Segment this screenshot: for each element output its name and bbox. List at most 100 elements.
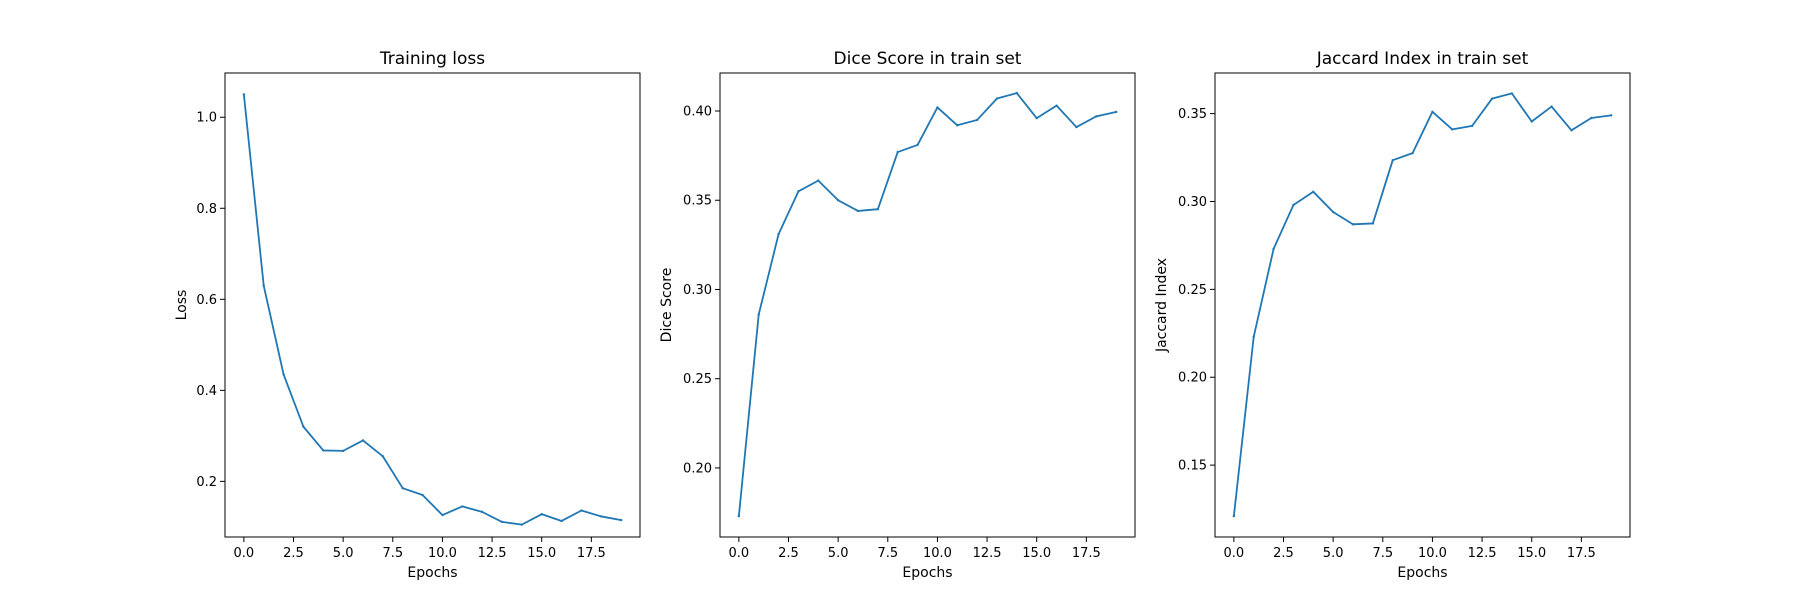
data-point: [1470, 124, 1474, 128]
x-tick-label: 15.0: [1022, 546, 1051, 561]
data-point: [1055, 104, 1058, 107]
y-axis-ticks: 0.20 0.25 0.30 0.35 0.40: [683, 105, 720, 476]
y-tick-label: 0.30: [1178, 195, 1207, 210]
y-tick-label: 0.8: [196, 202, 217, 217]
x-tick-label: 12.5: [478, 546, 507, 561]
y-tick-label: 0.35: [683, 194, 712, 209]
plot-area: [737, 91, 1118, 518]
data-point: [381, 455, 385, 458]
data-point: [500, 520, 504, 524]
data-point: [876, 207, 880, 211]
y-tick-label: 1.0: [196, 111, 217, 126]
data-point: [619, 518, 623, 522]
data-point: [1114, 110, 1118, 114]
chart-title: Jaccard Index in train set: [1316, 49, 1529, 69]
data-point: [461, 505, 464, 508]
data-point: [322, 449, 325, 452]
x-axis-label: Epochs: [1397, 565, 1447, 581]
x-tick-label: 17.5: [577, 546, 606, 561]
series-line: [737, 92, 1118, 518]
x-axis-ticks: 0.0 2.5 5.0 7.5 10.0 12.5 15.0 17.5: [1224, 537, 1596, 561]
data-point: [1292, 203, 1295, 207]
axes-frame: [719, 72, 1136, 538]
data-point: [1609, 114, 1613, 117]
data-point: [777, 232, 780, 236]
data-point: [302, 425, 305, 428]
data-point: [1035, 116, 1038, 120]
x-tick-label: 17.5: [1072, 546, 1101, 561]
data-point: [421, 493, 424, 497]
y-tick-label: 0.40: [683, 105, 712, 120]
x-tick-label: 0.0: [729, 546, 750, 561]
data-point: [600, 515, 603, 518]
data-point: [1510, 92, 1514, 95]
data-point: [737, 514, 741, 518]
data-point: [1411, 151, 1414, 155]
x-tick-label: 10.0: [923, 546, 952, 561]
data-point: [341, 449, 345, 453]
axes-frame: [1214, 72, 1631, 538]
data-point: [361, 439, 365, 442]
chart-panel-jaccard-index: Jaccard Index in train set 0.0 2.5 5.0 7.5 1…: [1154, 49, 1631, 581]
data-point: [916, 143, 919, 147]
data-point: [1252, 335, 1255, 339]
x-axis-ticks: 0.0 2.5 5.0 7.5 10.0 12.5 15.0 17.5: [729, 537, 1101, 561]
data-point: [1075, 125, 1078, 129]
plot-area: [242, 93, 623, 526]
data-point: [560, 519, 563, 523]
data-point: [975, 118, 979, 122]
data-point: [896, 150, 899, 154]
y-axis-label: Jaccard Index: [1154, 258, 1170, 353]
x-axis-ticks: 0.0 2.5 5.0 7.5 10.0 12.5 15.0 17.5: [234, 537, 606, 561]
series-line: [242, 93, 623, 526]
data-point: [1331, 210, 1335, 214]
data-point: [836, 199, 840, 202]
y-tick-label: 0.35: [1178, 107, 1207, 122]
y-tick-label: 0.6: [196, 293, 217, 308]
data-point: [1530, 120, 1533, 123]
data-point: [817, 179, 820, 182]
data-point: [242, 93, 246, 96]
data-point: [1312, 190, 1315, 194]
plot-area: [1232, 92, 1613, 518]
data-point: [797, 190, 800, 193]
chart-title: Dice Score in train set: [834, 49, 1022, 69]
x-tick-label: 15.0: [527, 546, 556, 561]
y-tick-label: 0.15: [1178, 459, 1207, 474]
x-tick-label: 10.0: [1418, 546, 1447, 561]
data-point: [1371, 222, 1375, 225]
data-point: [441, 513, 444, 517]
data-point: [580, 509, 583, 512]
data-point: [956, 124, 959, 127]
data-point: [262, 284, 265, 287]
chart-panel-training-loss: Training loss 0.0 2.5 5.0 7.5 10.0 12.5 15.0 17…: [174, 49, 641, 581]
x-tick-label: 12.5: [973, 546, 1002, 561]
x-tick-label: 5.0: [333, 546, 354, 561]
x-tick-label: 15.0: [1517, 546, 1546, 561]
data-point: [1490, 97, 1494, 100]
data-point: [1351, 223, 1355, 226]
x-tick-label: 7.5: [1372, 546, 1393, 561]
data-point: [480, 510, 484, 514]
x-axis-label: Epochs: [407, 565, 457, 581]
data-point: [1550, 105, 1553, 108]
chart-panel-dice-score: Dice Score in train set 0.0 2.5 5.0 7.5 10.0…: [659, 49, 1136, 581]
x-tick-label: 5.0: [1323, 546, 1344, 561]
data-point: [936, 106, 939, 109]
data-point: [1570, 129, 1573, 132]
data-point: [401, 487, 404, 490]
data-point: [1391, 158, 1394, 162]
y-tick-label: 0.30: [683, 283, 712, 298]
x-tick-label: 5.0: [828, 546, 849, 561]
data-point: [1095, 115, 1098, 118]
chart-title: Training loss: [379, 49, 485, 69]
y-tick-label: 0.20: [683, 461, 712, 476]
y-tick-label: 0.4: [196, 384, 217, 399]
series-line: [1232, 92, 1613, 518]
x-tick-label: 2.5: [283, 546, 304, 561]
data-point: [1451, 128, 1454, 131]
data-point: [520, 523, 524, 526]
x-tick-label: 10.0: [428, 546, 457, 561]
